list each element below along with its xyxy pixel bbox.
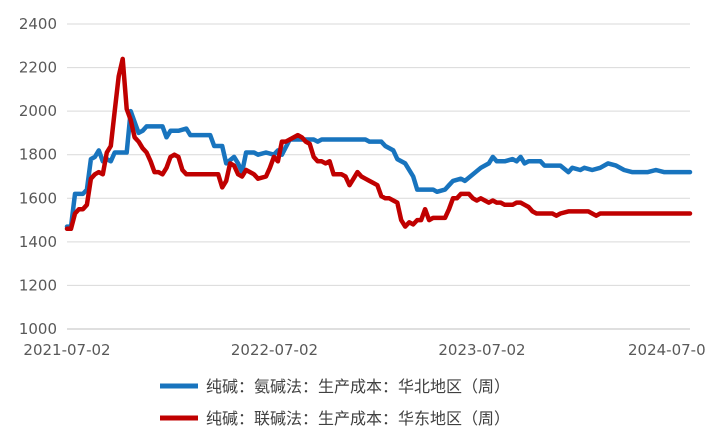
series-line-1 bbox=[64, 108, 693, 229]
legend-label-series-2: 纯碱：联碱法：生产成本：华东地区（周） bbox=[206, 409, 510, 428]
y-tick-label: 1000 bbox=[19, 320, 57, 338]
y-axis: 1000 1200 1400 1600 1800 2000 2200 2400 bbox=[19, 15, 57, 338]
x-tick-label: 2021-07-02 bbox=[23, 341, 110, 359]
x-tick-label: 2023-07-02 bbox=[438, 341, 525, 359]
legend: 纯碱：氨碱法：生产成本：华北地区（周） 纯碱：联碱法：生产成本：华东地区（周） bbox=[160, 377, 510, 428]
gridlines bbox=[67, 23, 690, 330]
x-tick-label: 2022-07-02 bbox=[231, 341, 318, 359]
legend-label-series-1: 纯碱：氨碱法：生产成本：华北地区（周） bbox=[206, 377, 510, 396]
series-lines bbox=[64, 56, 693, 232]
y-tick-label: 2200 bbox=[19, 59, 57, 77]
y-tick-label: 1600 bbox=[19, 189, 57, 207]
y-tick-label: 2400 bbox=[19, 15, 57, 33]
y-tick-label: 1800 bbox=[19, 146, 57, 164]
series-line-2 bbox=[64, 56, 693, 232]
y-tick-label: 1200 bbox=[19, 276, 57, 294]
y-tick-label: 1400 bbox=[19, 233, 57, 251]
y-tick-label: 2000 bbox=[19, 102, 57, 120]
x-tick-label: 2024-07-0 bbox=[628, 341, 706, 359]
x-axis: 2021-07-02 2022-07-02 2023-07-02 2024-07-0 bbox=[23, 341, 705, 359]
